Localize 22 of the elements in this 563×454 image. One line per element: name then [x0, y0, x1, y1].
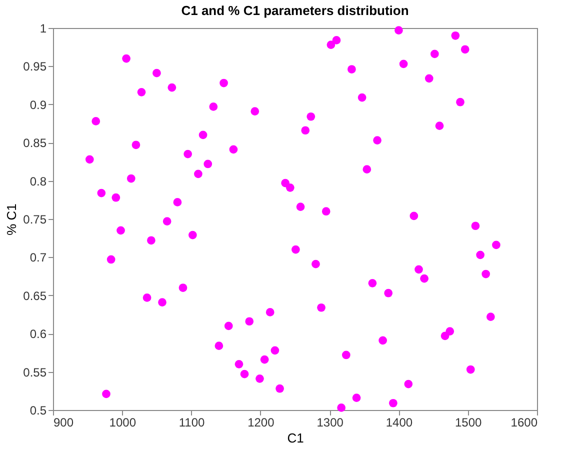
y-tick-label: 0.55 [23, 365, 47, 380]
y-tick-label: 0.65 [23, 288, 47, 303]
y-tick-label: 0.8 [30, 174, 47, 188]
y-tick-label: 0.5 [30, 404, 47, 418]
y-axis-title: % C1 [4, 204, 20, 236]
x-tick-label: 1400 [386, 416, 413, 430]
chart-title: C1 and % C1 parameters distribution [181, 3, 409, 18]
x-tick-label: 1200 [248, 416, 275, 430]
x-tick-label: 900 [54, 416, 74, 430]
y-tick-label: 0.75 [23, 212, 47, 226]
x-tick-label: 1300 [316, 416, 344, 430]
x-tick-label: 1000 [109, 416, 136, 430]
y-tick-label: 0.95 [23, 60, 47, 74]
y-tick-label: 0.6 [30, 327, 47, 342]
x-tick-label: 1600 [510, 416, 538, 430]
y-tick-label: 0.7 [30, 250, 47, 265]
y-tick-label: 0.85 [23, 136, 47, 150]
x-tick-label: 1500 [455, 416, 482, 430]
y-tick-label: 0.9 [30, 98, 47, 112]
x-tick-label: 1100 [178, 416, 206, 430]
x-axis-title: C1 [287, 430, 304, 446]
y-tick-label: 1 [40, 22, 47, 36]
